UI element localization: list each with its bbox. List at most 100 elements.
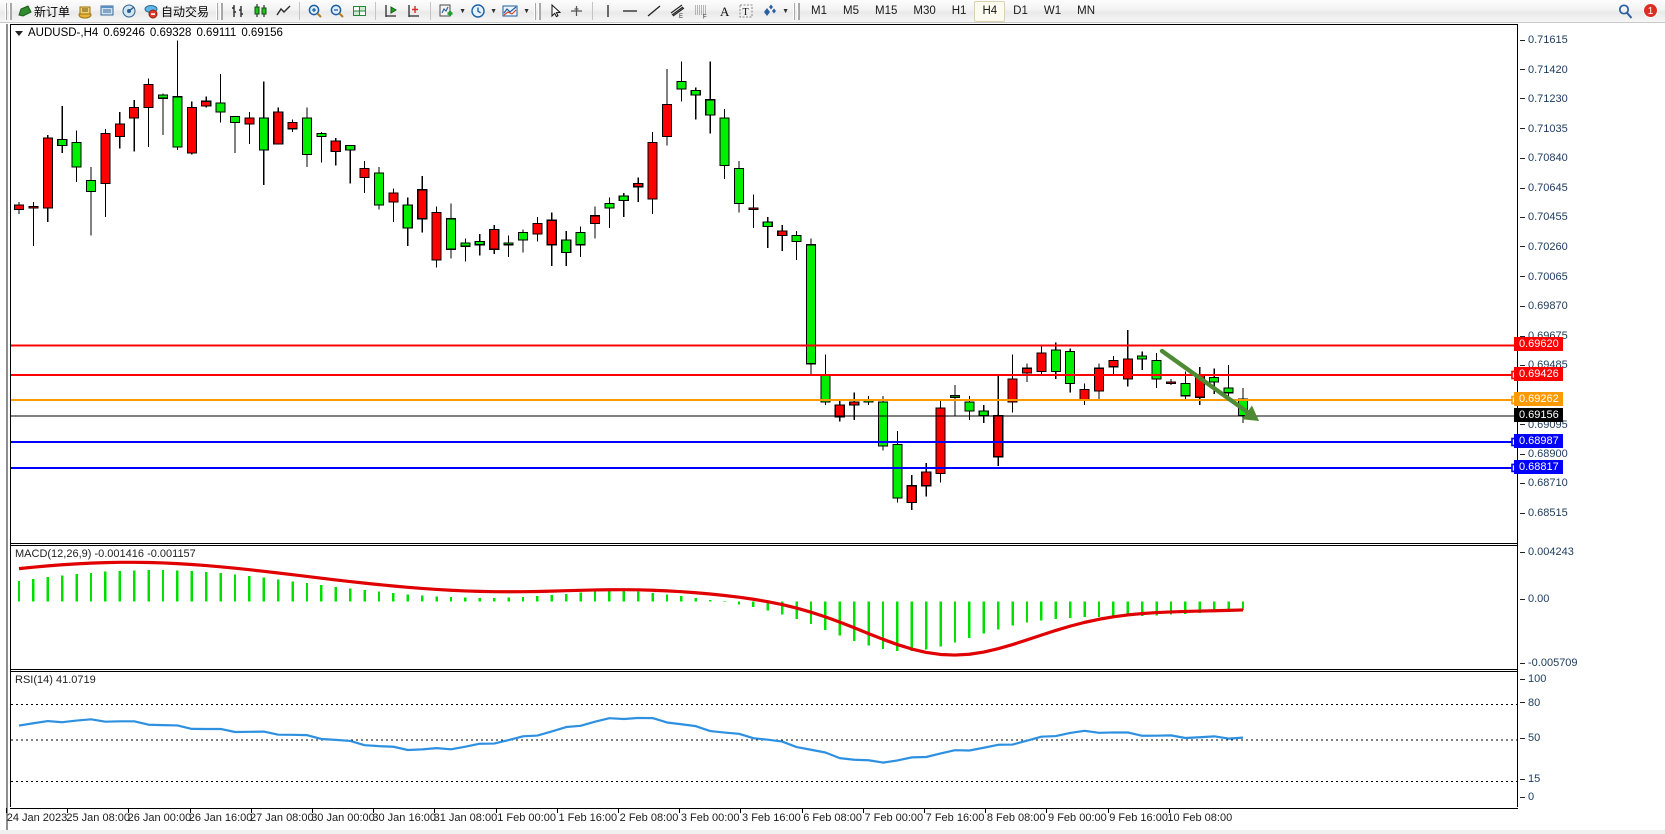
timeframe-m1[interactable]: M1: [811, 5, 828, 17]
price-line-label-support[interactable]: 0.68817: [1514, 459, 1563, 474]
timeframe-h4[interactable]: H4: [974, 0, 1006, 22]
macd-tick-label: 0.00: [1528, 593, 1550, 606]
templates-dropdown-caret[interactable]: ▼: [523, 7, 530, 15]
zoom-out-button[interactable]: [326, 1, 348, 22]
auto-trading-button[interactable]: 自动交易: [140, 1, 213, 22]
equidistant-channel-button[interactable]: E: [666, 1, 690, 22]
vertical-line-button[interactable]: [597, 1, 618, 22]
price-line-label-pivot[interactable]: 0.69262: [1514, 392, 1563, 407]
profile-button[interactable]: [74, 1, 96, 22]
price-line-label-last-price[interactable]: 0.69156: [1514, 408, 1563, 423]
toolbar-grip-2[interactable]: [216, 2, 224, 20]
time-tick-mark: [618, 808, 619, 813]
periods-button[interactable]: [467, 1, 489, 22]
price-line-label-support[interactable]: 0.68987: [1514, 433, 1563, 448]
macd-pane[interactable]: MACD(12,26,9) -0.001416 -0.001157: [11, 545, 1517, 670]
objects-dropdown-caret[interactable]: ▼: [782, 7, 789, 15]
notifications-button[interactable]: 1: [1637, 1, 1663, 22]
time-tick-label: 8 Feb 08:00: [986, 812, 1046, 824]
horizontal-line-button[interactable]: [618, 1, 642, 22]
search-button[interactable]: [1614, 1, 1637, 22]
time-axis[interactable]: 24 Jan 2023 25 Jan 08:00 26 Jan 00:00 26 Ja…: [6, 808, 1518, 830]
bar-chart-button[interactable]: [226, 1, 249, 22]
price-tick: 0.69870: [1520, 300, 1568, 312]
toolbar-separator-2: [375, 2, 377, 20]
fibonacci-button[interactable]: F: [690, 1, 714, 22]
line-chart-button[interactable]: [272, 1, 295, 22]
time-tick-mark: [1168, 808, 1170, 813]
zoom-in-button[interactable]: [304, 1, 326, 22]
objects-icon: [764, 4, 777, 16]
toolbar-separator-4: [592, 2, 594, 20]
periods-dropdown-caret[interactable]: ▼: [490, 7, 497, 15]
time-tick-label: 7 Feb 16:00: [925, 812, 985, 824]
price-tick: 0.71230: [1520, 93, 1568, 105]
time-tick-label: 9 Feb 00:00: [1048, 812, 1107, 824]
zoom-in-icon: [308, 4, 322, 18]
time-tick-mark: [6, 808, 7, 813]
price-tick-label: 0.69870: [1528, 300, 1568, 313]
cursor-button[interactable]: [544, 1, 565, 22]
price-tick-label: 0.68515: [1528, 507, 1568, 519]
trendline-button[interactable]: [642, 1, 666, 22]
chart-window: AUDUSD-,H4 0.69246 0.69328 0.69111 0.691…: [6, 24, 1661, 830]
templates-button[interactable]: [498, 1, 522, 22]
periods-icon: [471, 4, 485, 18]
chevron-down-icon[interactable]: [15, 30, 23, 36]
signals-button[interactable]: [118, 1, 140, 22]
indicators-button[interactable]: [435, 1, 458, 22]
timeframe-m5[interactable]: M5: [843, 5, 859, 17]
text-label-button[interactable]: T: [735, 1, 757, 22]
tile-windows-button[interactable]: [348, 1, 371, 22]
macd-tick: -0.005709: [1520, 657, 1578, 669]
timeframe-h1[interactable]: H1: [951, 5, 967, 17]
timeframe-w1[interactable]: W1: [1043, 5, 1062, 17]
timeframe-m15[interactable]: M15: [875, 5, 898, 17]
price-tick-label: 0.71035: [1528, 122, 1568, 135]
svg-text:F: F: [703, 15, 707, 20]
rsi-label: RSI(14) 41.0719: [15, 674, 96, 686]
toolbar-grip[interactable]: [5, 2, 12, 20]
price-tick-label: 0.70455: [1528, 211, 1568, 223]
timeframe-mn[interactable]: MN: [1077, 5, 1095, 17]
time-tick-label: 26 Jan 00:00: [127, 812, 192, 824]
price-line-label-resistance[interactable]: 0.69426: [1514, 367, 1563, 381]
new-order-button[interactable]: 新订单: [15, 1, 74, 22]
candlestick-chart-button[interactable]: [249, 1, 272, 22]
rsi-tick: 15: [1520, 773, 1540, 785]
data-window-button[interactable]: [96, 1, 118, 22]
rsi-pane[interactable]: RSI(14) 41.0719: [11, 671, 1519, 807]
price-tick: 0.70065: [1520, 271, 1568, 283]
indicators-dropdown-caret[interactable]: ▼: [459, 7, 466, 15]
price-axis[interactable]: 0.71615 0.71420 0.71230 0.71035 0.70840 0.706…: [1514, 24, 1663, 807]
time-tick-label: 30 Jan 00:00: [311, 812, 375, 824]
timeframe-m30[interactable]: M30: [913, 5, 936, 17]
svg-text:A: A: [720, 4, 730, 19]
time-tick-mark: [740, 808, 742, 813]
time-tick-label: 7 Feb 00:00: [864, 812, 924, 824]
shift-end-button[interactable]: [380, 1, 403, 22]
time-tick-mark: [556, 808, 558, 813]
ohlc-low: 0.69111: [196, 27, 237, 39]
objects-button[interactable]: [757, 1, 781, 22]
price-line-label-resistance[interactable]: 0.69620: [1514, 337, 1563, 352]
toolbar-separator-1: [299, 2, 301, 20]
macd-tick: 0.004243: [1520, 546, 1574, 558]
candlestick-chart-icon: [254, 4, 267, 17]
timeframe-d1[interactable]: D1: [1013, 5, 1028, 17]
toolbar-grip-4[interactable]: [793, 2, 801, 20]
crosshair-button[interactable]: [565, 1, 588, 22]
time-tick-label: 2 Feb 08:00: [619, 812, 679, 824]
chart-plot-frame[interactable]: AUDUSD-,H4 0.69246 0.69328 0.69111 0.691…: [10, 24, 1520, 807]
time-tick-mark: [189, 808, 191, 813]
time-tick-label: 26 Jan 16:00: [188, 812, 253, 824]
time-tick-label: 1 Feb 16:00: [558, 812, 618, 824]
line-chart-icon: [276, 5, 291, 16]
rsi-tick-label: 0: [1528, 791, 1535, 803]
autoscroll-button[interactable]: [403, 1, 426, 22]
new-order-icon: [18, 5, 32, 17]
price-tick-label: 0.70260: [1528, 240, 1568, 253]
toolbar-grip-3[interactable]: [534, 2, 542, 20]
text-button[interactable]: A: [714, 1, 735, 22]
price-pane[interactable]: [11, 25, 1520, 544]
